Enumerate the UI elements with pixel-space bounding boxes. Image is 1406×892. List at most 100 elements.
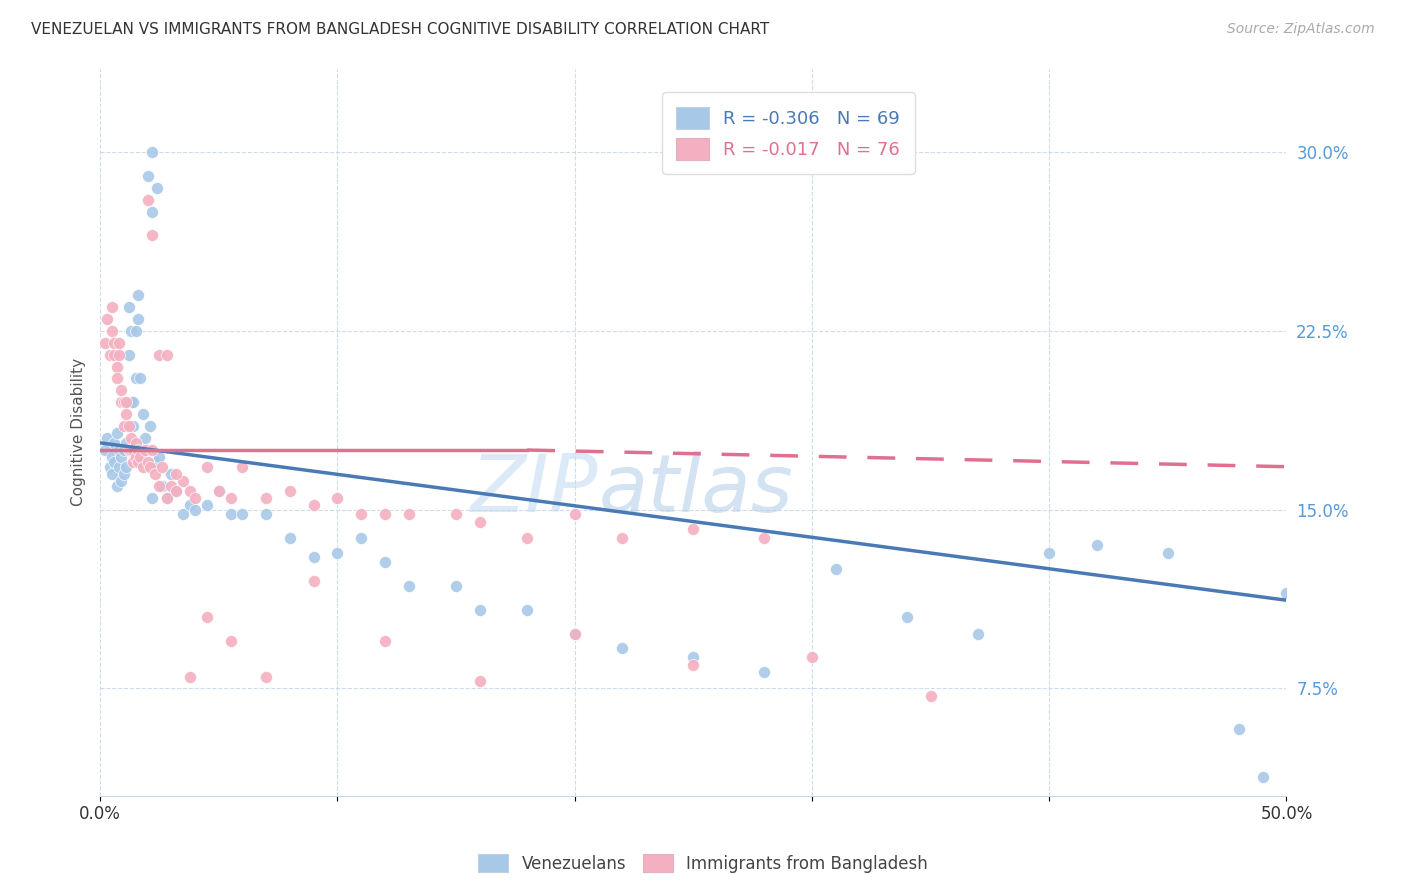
Point: [610, 640, 633, 655]
Point: [516, 531, 538, 545]
Point: [105, 371, 128, 385]
Point: [101, 300, 124, 314]
Point: [564, 626, 586, 640]
Point: [148, 450, 170, 465]
Point: [125, 435, 148, 450]
Point: [398, 579, 420, 593]
Point: [896, 610, 918, 624]
Text: ZIP: ZIP: [471, 451, 599, 529]
Point: [115, 407, 138, 421]
Point: [444, 508, 467, 522]
Point: [682, 522, 704, 536]
Point: [1275, 586, 1298, 600]
Text: VENEZUELAN VS IMMIGRANTS FROM BANGLADESH COGNITIVE DISABILITY CORRELATION CHART: VENEZUELAN VS IMMIGRANTS FROM BANGLADESH…: [31, 22, 769, 37]
Point: [374, 633, 396, 648]
Point: [754, 665, 776, 679]
Point: [302, 574, 325, 589]
Point: [98, 348, 121, 362]
Point: [110, 450, 132, 465]
Point: [136, 193, 159, 207]
Point: [398, 508, 420, 522]
Point: [112, 467, 135, 481]
Point: [139, 419, 162, 434]
Point: [1085, 538, 1108, 552]
Point: [120, 324, 142, 338]
Point: [127, 288, 149, 302]
Point: [122, 443, 145, 458]
Legend: R = -0.306   N = 69, R = -0.017   N = 76: R = -0.306 N = 69, R = -0.017 N = 76: [662, 92, 914, 174]
Point: [350, 531, 373, 545]
Point: [179, 669, 201, 683]
Point: [125, 324, 148, 338]
Point: [115, 459, 138, 474]
Point: [132, 459, 155, 474]
Point: [125, 450, 148, 465]
Point: [254, 508, 277, 522]
Point: [134, 431, 156, 445]
Point: [824, 562, 846, 576]
Point: [278, 483, 301, 498]
Point: [103, 335, 125, 350]
Point: [967, 626, 990, 640]
Point: [117, 348, 139, 362]
Point: [184, 502, 207, 516]
Point: [682, 650, 704, 665]
Point: [155, 491, 177, 505]
Point: [122, 455, 145, 469]
Point: [219, 491, 242, 505]
Point: [141, 443, 163, 458]
Point: [141, 145, 163, 159]
Point: [112, 395, 135, 409]
Point: [374, 555, 396, 569]
Point: [160, 467, 183, 481]
Point: [103, 435, 125, 450]
Point: [468, 674, 491, 689]
Point: [160, 479, 183, 493]
Point: [96, 431, 118, 445]
Point: [117, 419, 139, 434]
Point: [172, 508, 194, 522]
Point: [127, 443, 149, 458]
Point: [146, 180, 169, 194]
Point: [184, 491, 207, 505]
Point: [122, 419, 145, 434]
Point: [122, 395, 145, 409]
Point: [101, 450, 124, 465]
Point: [136, 443, 159, 458]
Point: [136, 455, 159, 469]
Point: [105, 359, 128, 374]
Point: [110, 395, 132, 409]
Point: [754, 531, 776, 545]
Point: [101, 467, 124, 481]
Point: [150, 459, 173, 474]
Point: [165, 467, 187, 481]
Point: [564, 626, 586, 640]
Point: [516, 603, 538, 617]
Point: [219, 508, 242, 522]
Point: [195, 498, 218, 512]
Point: [468, 603, 491, 617]
Point: [108, 348, 131, 362]
Point: [120, 395, 142, 409]
Point: [127, 455, 149, 469]
Point: [208, 483, 231, 498]
Point: [1251, 770, 1274, 784]
Point: [120, 443, 142, 458]
Point: [129, 371, 152, 385]
Point: [141, 491, 163, 505]
Point: [278, 531, 301, 545]
Point: [139, 459, 162, 474]
Point: [98, 459, 121, 474]
Point: [117, 300, 139, 314]
Point: [682, 657, 704, 672]
Point: [110, 474, 132, 488]
Point: [125, 371, 148, 385]
Point: [117, 443, 139, 458]
Point: [444, 579, 467, 593]
Point: [141, 204, 163, 219]
Point: [326, 545, 349, 559]
Point: [103, 455, 125, 469]
Point: [800, 650, 823, 665]
Point: [115, 435, 138, 450]
Point: [195, 610, 218, 624]
